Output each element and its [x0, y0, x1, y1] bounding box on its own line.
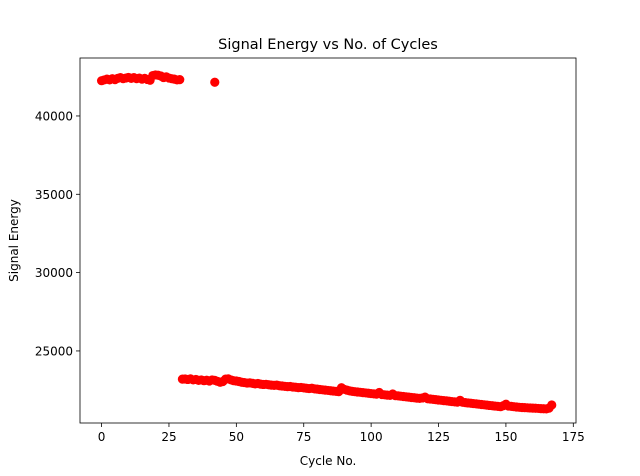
axes-frame [79, 57, 577, 424]
x-axis-label: Cycle No. [300, 454, 357, 468]
x-tick-label: 175 [562, 430, 585, 444]
y-tick-label: 40000 [35, 109, 73, 123]
y-tick-label: 35000 [35, 188, 73, 202]
x-tick-label: 100 [360, 430, 383, 444]
x-tick-label: 125 [427, 430, 450, 444]
data-point [175, 75, 185, 85]
x-tick-label: 0 [98, 430, 106, 444]
y-tick-label: 25000 [35, 344, 73, 358]
x-tick-label: 50 [229, 430, 244, 444]
y-tick-label: 30000 [35, 266, 73, 280]
data-points [96, 70, 557, 414]
chart-title: Signal Energy vs No. of Cycles [218, 37, 438, 53]
y-axis-ticks: 25000 30000 35000 40000 [35, 109, 80, 358]
data-point [547, 400, 557, 410]
y-axis-label: Signal Energy [7, 199, 21, 282]
data-point [210, 77, 220, 87]
x-axis-ticks: 0 25 50 75 100 125 150 175 [98, 423, 585, 444]
x-tick-label: 75 [296, 430, 311, 444]
x-tick-label: 25 [161, 430, 176, 444]
x-tick-label: 150 [494, 430, 517, 444]
